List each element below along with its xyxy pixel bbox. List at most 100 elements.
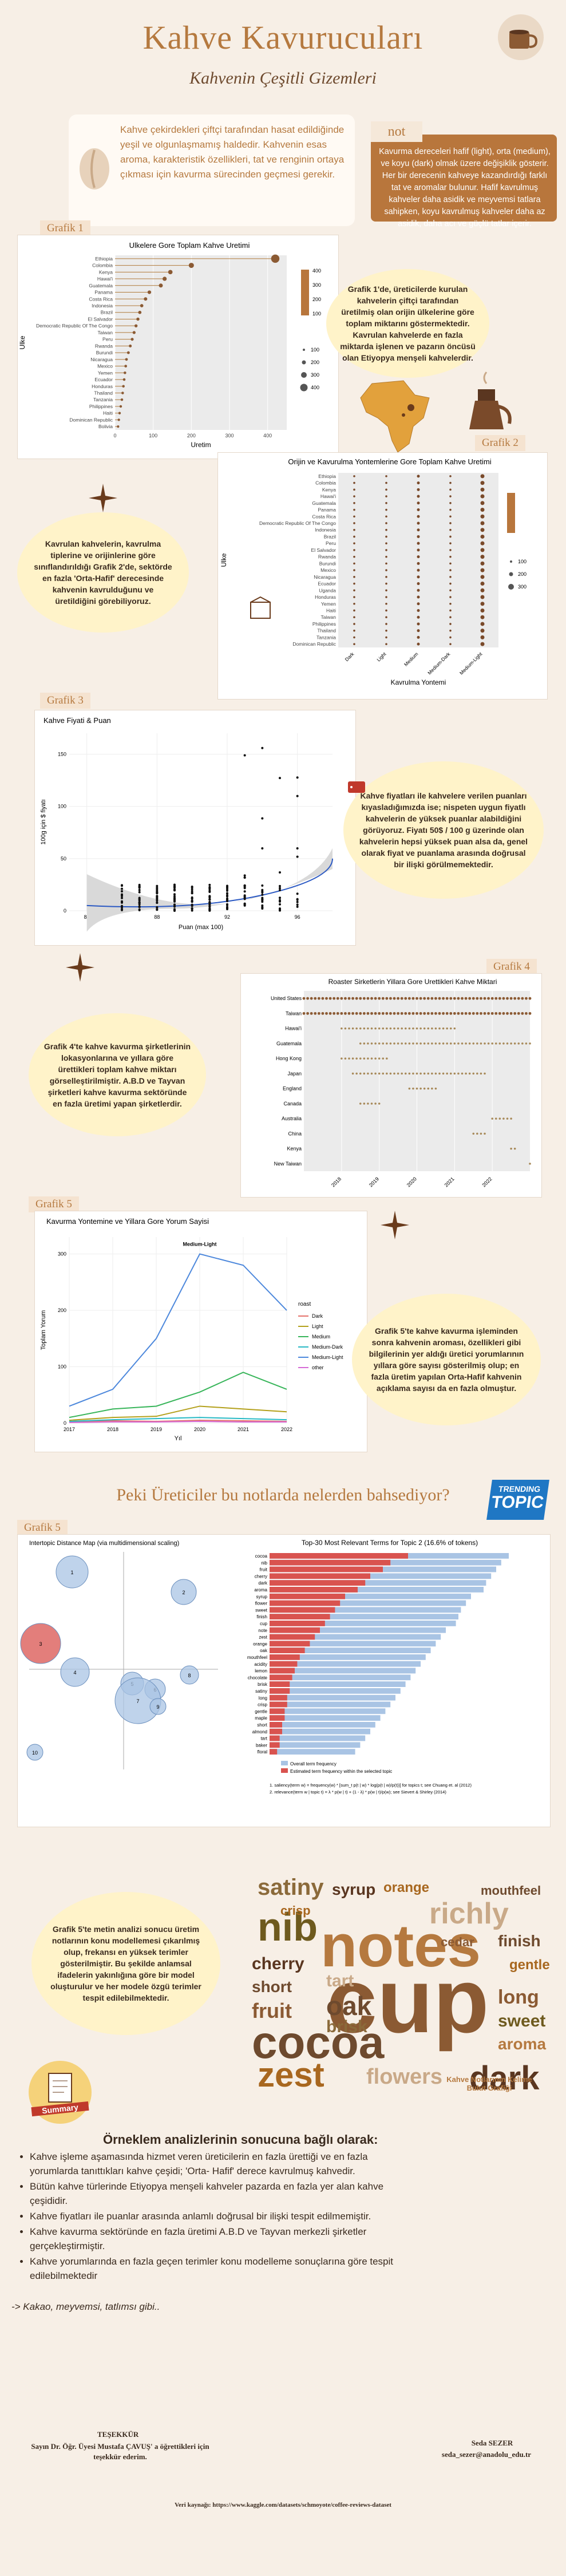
y-tick-label: Guatemala (276, 1041, 302, 1046)
data-point (417, 528, 420, 532)
chart-title: Kahve Fiyati & Puan (43, 716, 111, 725)
data-point (449, 522, 452, 524)
series-line (69, 1372, 287, 1419)
data-point (438, 1027, 441, 1030)
data-point (513, 1147, 516, 1150)
y-tick-label: Honduras (92, 384, 113, 389)
data-point (296, 898, 299, 901)
data-point (434, 1087, 437, 1090)
data-point (419, 1087, 422, 1090)
svg-text:orange: orange (383, 1880, 429, 1895)
data-point (476, 1042, 478, 1045)
chart-5-svg: Kavurma Yontemine ve Yillara Gore Yorum … (40, 1217, 343, 1442)
data-point (336, 997, 339, 1000)
data-point (386, 1027, 388, 1030)
data-point (502, 1012, 505, 1015)
data-point (296, 900, 299, 903)
data-point (385, 636, 387, 639)
y-tick-label: 200 (58, 1307, 66, 1313)
data-point (385, 515, 387, 518)
data-point (480, 595, 485, 599)
data-point (374, 1072, 377, 1075)
data-point (344, 997, 347, 1000)
y-tick-label: Australia (282, 1116, 302, 1121)
tag-grafik-5-line: Grafik 5 (29, 1196, 79, 1212)
data-point (136, 317, 140, 321)
data-point (417, 542, 420, 545)
data-point (423, 997, 426, 1000)
page-title: Kahve Kavurucuları (143, 19, 423, 56)
data-point (434, 1027, 437, 1030)
data-point (449, 535, 452, 538)
y-tick-label: Indonesia (92, 303, 113, 309)
data-point (446, 1042, 448, 1045)
data-point (121, 887, 123, 890)
y-tick-label: Costa Rica (89, 296, 113, 302)
data-point (483, 997, 486, 1000)
data-point (449, 997, 453, 1000)
data-point (359, 1057, 362, 1060)
wordcloud-caption: Kahve Notlarının Kelime Bulut Grafiği (446, 2075, 532, 2092)
data-point (449, 1042, 452, 1045)
bubble-1-text: Grafik 1'de, üreticilerde kurulan kahvel… (340, 285, 476, 362)
data-point (480, 481, 485, 485)
data-point (363, 1103, 366, 1105)
data-point (353, 629, 355, 632)
data-point (261, 847, 264, 850)
y-tick-label: 50 (61, 856, 66, 862)
data-point (355, 1072, 358, 1075)
data-point (124, 365, 128, 368)
bubble-grafik-5: Grafik 5'te kahve kavurma işleminden son… (352, 1294, 541, 1425)
data-point (353, 542, 355, 544)
y-tick-label: Nicaragua (314, 574, 336, 580)
topic-label: 7 (136, 1698, 139, 1704)
data-point (173, 905, 176, 908)
coffee-pot-icon (469, 372, 512, 429)
data-point (348, 1027, 350, 1030)
data-point (393, 1042, 395, 1045)
y-tick-label: Costa Rica (312, 513, 336, 519)
y-tick-label: floral (258, 1749, 268, 1755)
data-point (226, 906, 228, 909)
data-point (417, 602, 420, 606)
data-point (449, 616, 452, 619)
data-point (159, 283, 163, 288)
data-point (457, 1072, 460, 1075)
y-tick-label: Mexico (97, 364, 113, 369)
bar-overall (270, 1587, 484, 1593)
y-tick-label: Ethiopia (318, 473, 336, 479)
data-point (226, 892, 228, 895)
data-point (226, 889, 228, 892)
data-point (261, 906, 264, 908)
data-point (465, 1072, 467, 1075)
data-point (130, 338, 134, 341)
data-point (310, 997, 313, 1000)
data-point (353, 481, 355, 484)
data-point (417, 535, 420, 538)
data-point (480, 487, 485, 492)
bar-overall (270, 1749, 355, 1755)
svg-text:brisk: brisk (326, 2017, 367, 2036)
x-tick-label: 2021 (238, 1427, 249, 1432)
data-point (528, 1012, 532, 1015)
bar-overall (270, 1641, 436, 1647)
data-point (296, 892, 299, 895)
coffee-cup-icon (498, 14, 544, 60)
data-point (208, 907, 211, 910)
data-point (333, 997, 336, 1000)
result-item: Bütün kahve türlerinde Etiyopya menşeli … (30, 2179, 396, 2208)
y-tick-label: Canada (283, 1101, 302, 1107)
y-tick-label: England (283, 1086, 302, 1092)
svg-text:flowers: flowers (366, 2065, 442, 2089)
legend-size-marker (300, 384, 308, 392)
data-point (261, 817, 264, 820)
data-point (121, 884, 123, 887)
chart-1-container: Ulkelere Gore Toplam Kahve Uretimi 0 100 20… (17, 235, 339, 459)
data-point (487, 997, 490, 1000)
data-point (261, 891, 264, 894)
x-tick-label: 92 (224, 914, 230, 920)
data-point (121, 901, 123, 904)
x-tick-label: 100 (149, 433, 157, 438)
x-axis-label: Yıl (175, 1435, 182, 1442)
bar-topic (270, 1735, 280, 1741)
